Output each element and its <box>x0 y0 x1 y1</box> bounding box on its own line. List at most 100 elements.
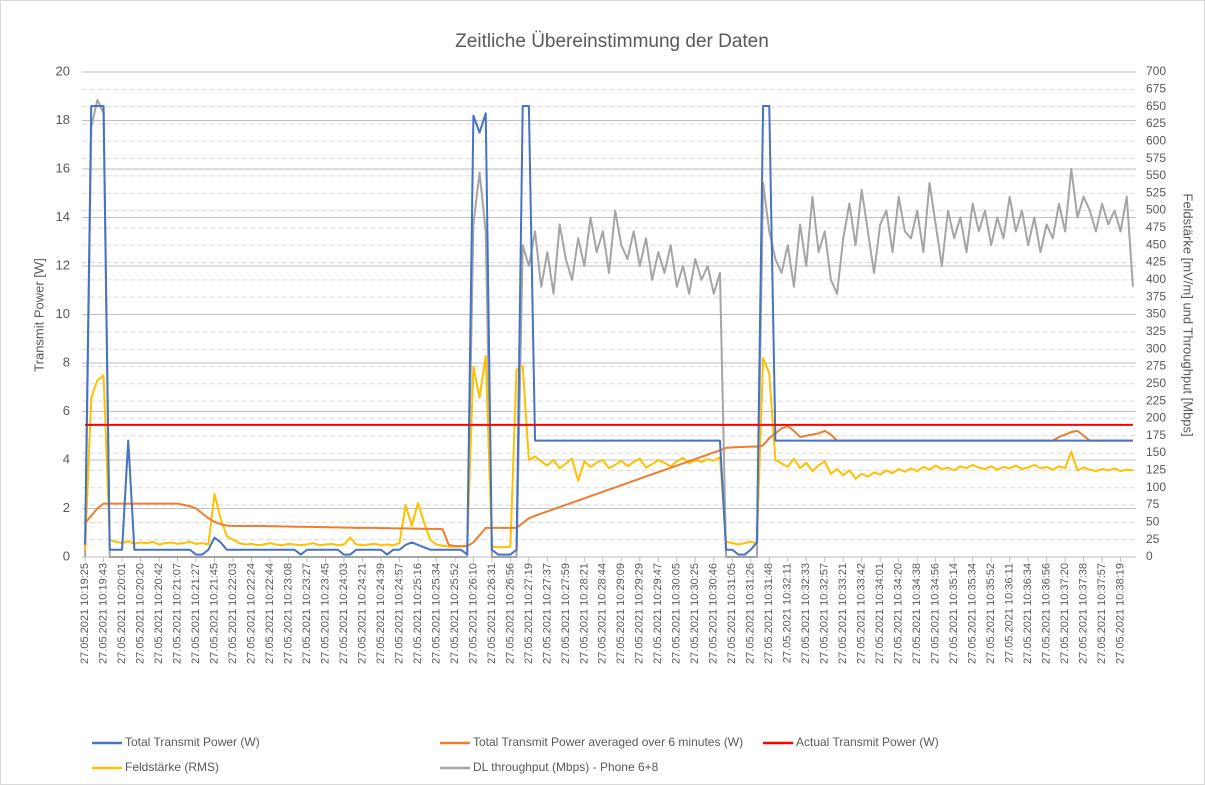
x-tick-label: 27.05.2021 10:36:34 <box>1022 563 1034 664</box>
x-tick-label: 27.05.2021 10:20:42 <box>153 563 165 664</box>
x-tick-label: 27.05.2021 10:31:05 <box>726 563 738 664</box>
y2-tick-label: 325 <box>1146 324 1166 338</box>
x-tick-label: 27.05.2021 10:22:03 <box>227 563 239 664</box>
x-tick-label: 27.05.2021 10:37:20 <box>1059 563 1071 664</box>
x-tick-label: 27.05.2021 10:24:03 <box>338 563 350 664</box>
y-tick-label: 0 <box>63 548 70 563</box>
legend-label: DL throughput (Mbps) - Phone 6+8 <box>473 760 659 774</box>
legend-label: Total Transmit Power averaged over 6 min… <box>473 735 743 749</box>
y-tick-label: 6 <box>63 403 70 418</box>
y2-tick-label: 275 <box>1146 359 1166 373</box>
x-tick-label: 27.05.2021 10:21:07 <box>171 563 183 664</box>
x-tick-label: 27.05.2021 10:21:45 <box>208 563 220 664</box>
y2-axis-title: Feldstärke [mV/m] und Throughput [Mbps] <box>1181 193 1196 436</box>
x-tick-label: 27.05.2021 10:21:27 <box>190 563 202 664</box>
y2-tick-label: 50 <box>1146 515 1160 529</box>
x-tick-label: 27.05.2021 10:23:45 <box>319 563 331 664</box>
y2-tick-label: 250 <box>1146 376 1166 390</box>
y2-tick-label: 375 <box>1146 289 1166 303</box>
x-tick-label: 27.05.2021 10:30:46 <box>708 563 720 664</box>
y2-tick-label: 675 <box>1146 81 1166 95</box>
y-tick-label: 18 <box>56 112 70 127</box>
x-tick-label: 27.05.2021 10:38:19 <box>1114 563 1126 664</box>
x-tick-label: 27.05.2021 10:36:56 <box>1041 563 1053 664</box>
x-tick-label: 27.05.2021 10:24:57 <box>393 563 405 664</box>
legend-label: Feldstärke (RMS) <box>125 760 219 774</box>
x-tick-label: 27.05.2021 10:22:44 <box>264 563 276 664</box>
x-tick-label: 27.05.2021 10:31:26 <box>745 563 757 664</box>
x-tick-label: 27.05.2021 10:36:11 <box>1004 563 1016 663</box>
y2-tick-label: 400 <box>1146 272 1166 286</box>
x-tick-label: 27.05.2021 10:29:29 <box>634 563 646 664</box>
y2-tick-label: 225 <box>1146 393 1166 407</box>
x-tick-label: 27.05.2021 10:27:37 <box>541 563 553 664</box>
series-line <box>84 98 1134 558</box>
y2-tick-label: 175 <box>1146 428 1166 442</box>
y2-tick-label: 0 <box>1146 549 1153 563</box>
x-tick-label: 27.05.2021 10:19:43 <box>97 563 109 664</box>
x-tick-label: 27.05.2021 10:26:56 <box>504 563 516 664</box>
y2-tick-label: 600 <box>1146 133 1166 147</box>
x-tick-label: 27.05.2021 10:24:21 <box>356 563 368 664</box>
x-tick-label: 27.05.2021 10:27:19 <box>523 563 535 664</box>
x-tick-label: 27.05.2021 10:28:21 <box>578 563 590 664</box>
x-tick-label: 27.05.2021 10:20:01 <box>116 563 128 664</box>
y2-tick-label: 700 <box>1146 64 1166 78</box>
x-tick-label: 27.05.2021 10:33:42 <box>856 563 868 664</box>
y2-tick-label: 100 <box>1146 480 1166 494</box>
x-tick-label: 27.05.2021 10:37:38 <box>1078 563 1090 664</box>
x-tick-label: 27.05.2021 10:34:38 <box>911 563 923 664</box>
x-tick-label: 27.05.2021 10:34:56 <box>930 563 942 664</box>
x-tick-label: 27.05.2021 10:32:11 <box>782 563 794 663</box>
x-tick-label: 27.05.2021 10:23:08 <box>282 563 294 664</box>
x-tick-label: 27.05.2021 10:25:16 <box>412 563 424 664</box>
y-tick-label: 20 <box>56 63 70 78</box>
x-tick-label: 27.05.2021 10:20:20 <box>134 563 146 664</box>
x-tick-label: 27.05.2021 10:29:47 <box>652 563 664 664</box>
y2-tick-label: 550 <box>1146 168 1166 182</box>
x-tick-label: 27.05.2021 10:26:31 <box>486 563 498 664</box>
y2-tick-label: 150 <box>1146 445 1166 459</box>
y2-tick-label: 200 <box>1146 411 1166 425</box>
y-axis-title: Transmit Power [W] <box>31 258 46 372</box>
x-tick-label: 27.05.2021 10:26:10 <box>467 563 479 664</box>
series-line <box>84 104 1133 556</box>
x-tick-label: 27.05.2021 10:28:44 <box>597 563 609 664</box>
y2-tick-label: 75 <box>1146 497 1160 511</box>
x-tick-label: 27.05.2021 10:32:57 <box>819 563 831 664</box>
y-tick-label: 16 <box>56 160 70 175</box>
y2-tick-label: 125 <box>1146 463 1166 477</box>
legend-label: Total Transmit Power (W) <box>125 735 260 749</box>
x-tick-label: 27.05.2021 10:34:20 <box>893 563 905 664</box>
x-tick-label: 27.05.2021 10:34:01 <box>874 563 886 664</box>
y-tick-label: 4 <box>63 451 70 466</box>
y2-tick-label: 525 <box>1146 185 1166 199</box>
x-tick-label: 27.05.2021 10:35:14 <box>948 563 960 664</box>
x-tick-label: 27.05.2021 10:24:39 <box>375 563 387 664</box>
y2-tick-label: 475 <box>1146 220 1166 234</box>
x-tick-label: 27.05.2021 10:23:27 <box>301 563 313 664</box>
x-tick-label: 27.05.2021 10:37:57 <box>1096 563 1108 664</box>
x-tick-label: 27.05.2021 10:35:34 <box>967 563 979 664</box>
x-tick-label: 27.05.2021 10:29:09 <box>615 563 627 664</box>
legend-label: Actual Transmit Power (W) <box>796 735 939 749</box>
x-tick-label: 27.05.2021 10:30:25 <box>689 563 701 664</box>
x-tick-label: 27.05.2021 10:25:52 <box>449 563 461 664</box>
y2-tick-label: 500 <box>1146 203 1166 217</box>
series-line <box>84 355 1134 551</box>
x-tick-label: 27.05.2021 10:19:25 <box>79 563 91 664</box>
y-tick-label: 12 <box>56 257 70 272</box>
y-tick-label: 10 <box>56 306 70 321</box>
x-tick-label: 27.05.2021 10:31:48 <box>763 563 775 664</box>
y2-tick-label: 450 <box>1146 237 1166 251</box>
x-tick-label: 27.05.2021 10:35:52 <box>985 563 997 664</box>
x-tick-label: 27.05.2021 10:25:34 <box>430 563 442 664</box>
y-tick-label: 8 <box>63 354 70 369</box>
y2-tick-label: 575 <box>1146 151 1166 165</box>
chart-title: Zeitliche Übereinstimmung der Daten <box>455 31 769 52</box>
y2-tick-label: 425 <box>1146 255 1166 269</box>
y2-tick-label: 625 <box>1146 116 1166 130</box>
y-tick-label: 14 <box>56 209 70 224</box>
y2-tick-label: 300 <box>1146 341 1166 355</box>
